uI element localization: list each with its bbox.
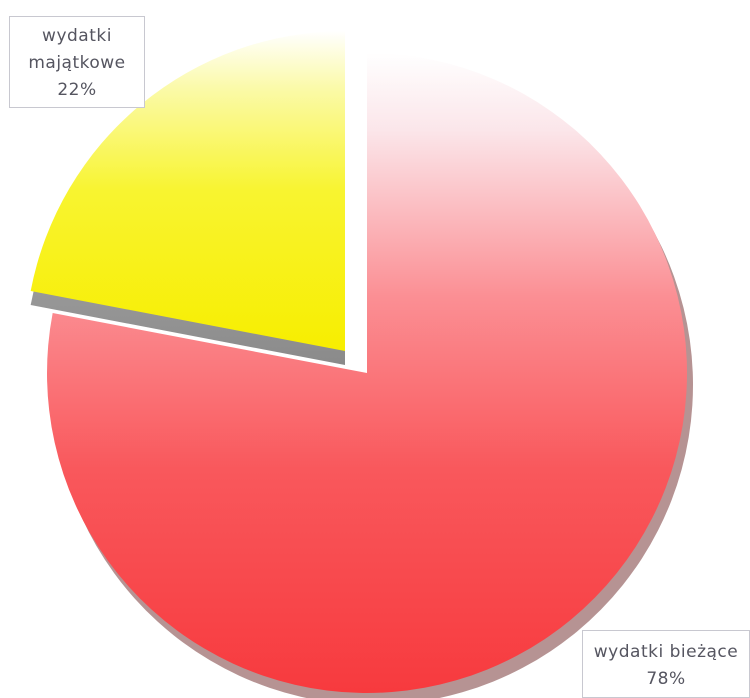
data-label-wydatki-majatkowe: wydatki majątkowe 22% — [9, 16, 145, 108]
data-label-wydatki-biezace: wydatki bieżące 78% — [582, 630, 750, 698]
slice-wydatki-biezace — [47, 53, 688, 693]
data-label-name-line-1: wydatki bieżące — [593, 642, 739, 662]
data-label-name-line-2: majątkowe — [28, 53, 126, 73]
data-label-percent: 22% — [57, 80, 97, 100]
slice-wydatki-majatkowe — [30, 31, 345, 351]
slices-layer — [30, 31, 693, 698]
data-label-name-line-1: wydatki — [42, 26, 112, 46]
data-label-percent: 78% — [646, 669, 686, 689]
